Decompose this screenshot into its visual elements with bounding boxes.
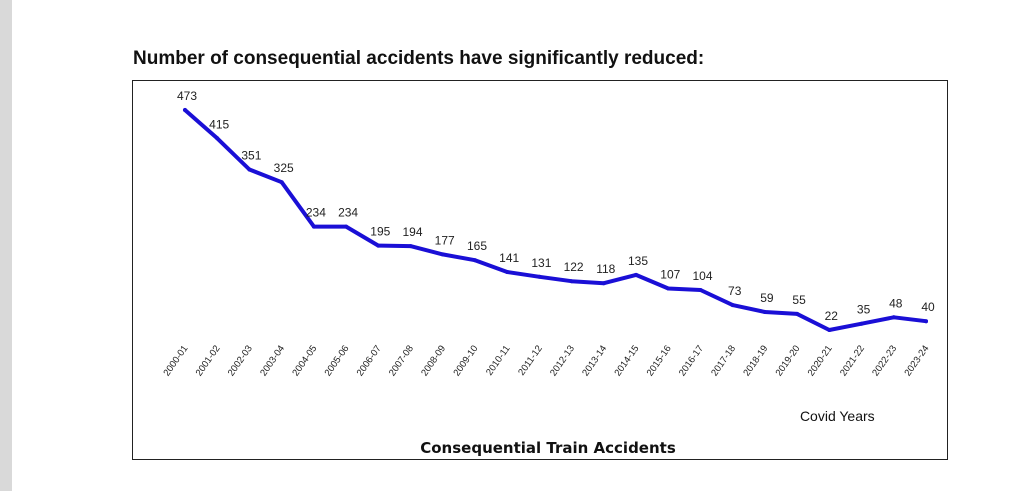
data-label-2000-01: 473 bbox=[177, 89, 197, 103]
chart-frame bbox=[132, 80, 948, 460]
data-point-2016-17 bbox=[698, 288, 703, 292]
data-label-2003-04: 325 bbox=[274, 161, 294, 175]
data-label-2014-15: 135 bbox=[628, 254, 648, 268]
x-tick-label-2022-23: 2022-23 bbox=[870, 343, 899, 378]
x-tick-label-2013-14: 2013-14 bbox=[580, 343, 609, 378]
x-tick-label-2023-24: 2023-24 bbox=[902, 343, 931, 378]
data-label-2001-02: 415 bbox=[209, 117, 229, 131]
data-label-2019-20: 55 bbox=[792, 293, 806, 307]
data-label-2016-17: 104 bbox=[692, 269, 712, 283]
data-label-2017-18: 73 bbox=[728, 284, 742, 298]
data-label-2006-07: 195 bbox=[370, 225, 390, 239]
x-tick-label-2012-13: 2012-13 bbox=[548, 343, 577, 378]
x-tick-label-2019-20: 2019-20 bbox=[774, 343, 803, 378]
data-point-2018-19 bbox=[762, 310, 767, 314]
data-point-2001-02 bbox=[215, 136, 220, 141]
x-tick-label-2018-19: 2018-19 bbox=[741, 343, 770, 378]
data-label-2010-11: 141 bbox=[499, 251, 519, 265]
data-label-2004-05: 234 bbox=[306, 206, 326, 220]
data-point-2006-07 bbox=[376, 243, 381, 248]
data-point-2010-11 bbox=[505, 270, 510, 274]
x-tick-label-2000-01: 2000-01 bbox=[161, 343, 190, 378]
data-point-2000-01 bbox=[183, 108, 187, 112]
x-tick-label-2008-09: 2008-09 bbox=[419, 343, 448, 378]
data-label-2012-13: 122 bbox=[564, 260, 584, 274]
data-point-2005-06 bbox=[344, 224, 349, 229]
data-point-2019-20 bbox=[795, 311, 800, 316]
data-point-2013-14 bbox=[601, 281, 606, 286]
x-tick-label-2009-10: 2009-10 bbox=[451, 343, 480, 378]
x-tick-label-2014-15: 2014-15 bbox=[612, 343, 641, 378]
x-tick-label-2015-16: 2015-16 bbox=[645, 343, 674, 378]
data-label-2005-06: 234 bbox=[338, 206, 358, 220]
data-point-2021-22 bbox=[859, 321, 864, 326]
x-tick-label-2011-12: 2011-12 bbox=[516, 343, 545, 377]
data-point-2009-10 bbox=[473, 258, 477, 263]
data-label-2007-08: 194 bbox=[402, 225, 422, 239]
x-tick-label-2021-22: 2021-22 bbox=[838, 343, 867, 378]
x-tick-label-2017-18: 2017-18 bbox=[709, 343, 738, 378]
data-point-2007-08 bbox=[408, 244, 413, 249]
data-point-2011-12 bbox=[537, 274, 542, 279]
x-tick-label-2001-02: 2001-02 bbox=[194, 343, 223, 378]
data-label-2008-09: 177 bbox=[435, 233, 455, 247]
x-tick-label-2003-04: 2003-04 bbox=[258, 343, 287, 378]
x-tick-label-2020-21: 2020-21 bbox=[806, 343, 835, 378]
data-point-2004-05 bbox=[311, 224, 316, 229]
data-point-2017-18 bbox=[730, 303, 735, 308]
data-label-2013-14: 118 bbox=[596, 262, 615, 276]
data-label-2021-22: 35 bbox=[857, 303, 871, 317]
x-tick-label-2010-11: 2010-11 bbox=[484, 343, 513, 377]
x-tick-label-2016-17: 2016-17 bbox=[677, 343, 706, 378]
data-point-2002-03 bbox=[247, 167, 252, 172]
data-point-2012-13 bbox=[569, 279, 574, 284]
data-point-2022-23 bbox=[891, 315, 896, 320]
x-tick-label-2007-08: 2007-08 bbox=[387, 343, 416, 378]
data-label-2022-23: 48 bbox=[889, 296, 903, 310]
data-point-2015-16 bbox=[666, 286, 671, 291]
data-label-2015-16: 107 bbox=[660, 268, 680, 282]
covid-years-annotation: Covid Years bbox=[800, 408, 875, 424]
data-label-2009-10: 165 bbox=[467, 239, 487, 253]
data-label-2023-24: 40 bbox=[921, 300, 935, 314]
data-point-2014-15 bbox=[634, 272, 638, 277]
series-line bbox=[183, 108, 928, 332]
data-point-2003-04 bbox=[279, 180, 284, 185]
data-label-2011-12: 131 bbox=[531, 256, 551, 270]
x-tick-label-2002-03: 2002-03 bbox=[226, 343, 255, 378]
x-axis-title: Consequential Train Accidents bbox=[420, 439, 676, 457]
page-edge bbox=[0, 0, 12, 491]
data-point-2023-24 bbox=[924, 319, 928, 324]
data-label-2002-03: 351 bbox=[241, 149, 261, 163]
data-label-2020-21: 22 bbox=[825, 309, 839, 323]
x-tick-label-2006-07: 2006-07 bbox=[355, 343, 384, 378]
x-tick-label-2005-06: 2005-06 bbox=[323, 343, 352, 378]
chart-title: Number of consequential accidents have s… bbox=[133, 48, 705, 69]
x-tick-label-2004-05: 2004-05 bbox=[290, 343, 319, 378]
data-point-2020-21 bbox=[827, 328, 832, 332]
data-label-2018-19: 59 bbox=[760, 291, 774, 305]
data-point-2008-09 bbox=[440, 252, 445, 257]
